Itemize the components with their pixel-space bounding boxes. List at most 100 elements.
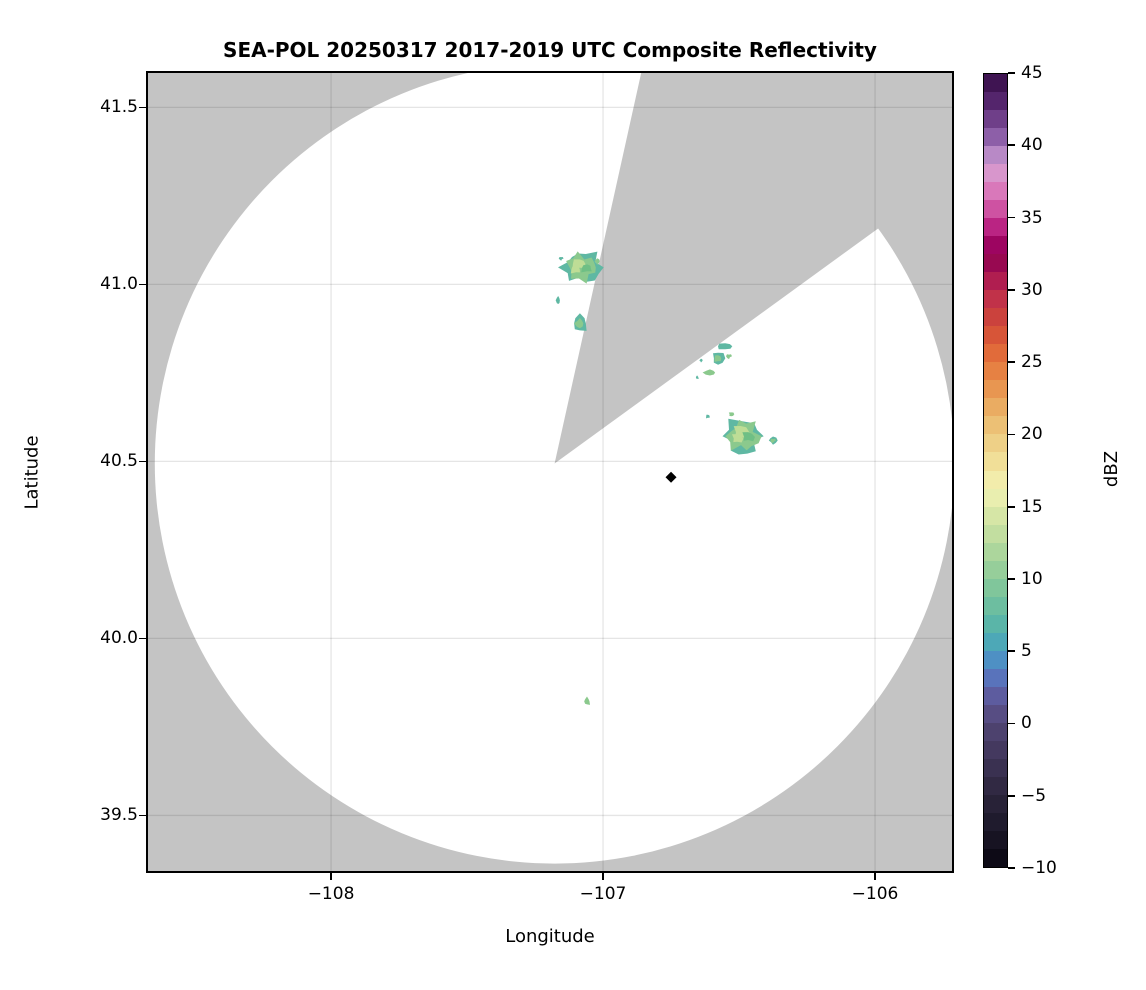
colorbar-tick-mark xyxy=(1008,722,1015,725)
colorbar-band xyxy=(984,452,1007,472)
colorbar-gradient xyxy=(984,74,1007,867)
colorbar-tick-mark xyxy=(1008,794,1015,797)
echo-region xyxy=(695,375,699,379)
colorbar-band xyxy=(984,488,1007,508)
colorbar-band xyxy=(984,236,1007,256)
colorbar-tick-label: −10 xyxy=(1021,858,1057,878)
colorbar-tick-label: 30 xyxy=(1021,279,1043,300)
colorbar-band xyxy=(984,290,1007,310)
colorbar-band xyxy=(984,632,1007,652)
colorbar-tick-mark xyxy=(1008,867,1015,869)
colorbar-tick-mark xyxy=(1008,144,1015,147)
colorbar-tick-label: 35 xyxy=(1021,207,1043,228)
x-tick-mark xyxy=(874,873,876,880)
colorbar-band xyxy=(984,524,1007,544)
colorbar-tick-mark xyxy=(1008,650,1015,653)
y-tick-label: 41.5 xyxy=(100,97,138,118)
x-tick-label: −108 xyxy=(307,884,355,904)
colorbar-tick-label: 45 xyxy=(1021,63,1043,83)
colorbar-tick-label: 0 xyxy=(1021,713,1032,734)
echo-region xyxy=(718,343,733,350)
colorbar-tick-mark xyxy=(1008,505,1015,508)
colorbar-band xyxy=(984,722,1007,743)
colorbar-tick-mark xyxy=(1008,72,1015,74)
blocked-sector-wedge xyxy=(554,73,952,464)
y-tick-mark xyxy=(139,637,146,640)
colorbar-band xyxy=(984,830,1007,851)
echo-region xyxy=(574,318,584,329)
echo-region xyxy=(699,358,703,363)
echo-region xyxy=(706,414,710,419)
colorbar-band xyxy=(984,758,1007,779)
y-tick-label: 39.5 xyxy=(100,805,138,826)
colorbar-band xyxy=(984,560,1007,580)
echo-region xyxy=(594,258,600,265)
echo-region xyxy=(558,257,564,261)
site-marker-diamond xyxy=(665,471,677,483)
colorbar-band xyxy=(984,92,1007,112)
echo-region xyxy=(734,449,748,454)
x-axis-label: Longitude xyxy=(505,926,595,947)
colorbar-band xyxy=(984,704,1007,724)
colorbar-band xyxy=(984,506,1007,526)
colorbar-band xyxy=(984,254,1007,274)
plot-area xyxy=(146,71,954,873)
y-tick-mark xyxy=(139,460,146,463)
y-axis-label: Latitude xyxy=(21,435,43,510)
x-tick-mark xyxy=(602,873,604,880)
echo-region xyxy=(728,412,735,417)
x-tick-label: −107 xyxy=(579,884,627,904)
colorbar-tick-mark xyxy=(1008,578,1015,580)
colorbar-band xyxy=(984,434,1007,454)
y-tick-mark xyxy=(139,106,146,109)
colorbar-band xyxy=(984,794,1007,815)
colorbar-band xyxy=(984,200,1007,220)
x-tick-mark xyxy=(330,873,332,880)
echo-region xyxy=(555,296,560,304)
y-tick-mark xyxy=(139,283,146,286)
colorbar-band xyxy=(984,812,1007,833)
colorbar-band xyxy=(984,668,1007,688)
colorbar-band xyxy=(984,578,1007,598)
echo-core xyxy=(732,434,744,443)
colorbar-label: dBZ xyxy=(1101,450,1122,488)
colorbar-band xyxy=(984,776,1007,797)
colorbar-band xyxy=(984,650,1007,670)
colorbar-tick-mark xyxy=(1008,289,1015,291)
echo-region xyxy=(702,369,716,376)
y-tick-label: 40.5 xyxy=(100,451,138,472)
colorbar-band xyxy=(984,848,1007,867)
colorbar-band xyxy=(984,128,1007,148)
colorbar-band xyxy=(984,470,1007,490)
y-tick-label: 40.0 xyxy=(100,628,138,649)
colorbar-band xyxy=(984,740,1007,761)
echo-core xyxy=(742,432,755,442)
colorbar-band xyxy=(984,110,1007,130)
colorbar-band xyxy=(984,218,1007,238)
plot-title: SEA-POL 20250317 2017-2019 UTC Composite… xyxy=(223,38,877,62)
colorbar-band xyxy=(984,416,1007,436)
colorbar-band xyxy=(984,398,1007,418)
colorbar-tick-label: −5 xyxy=(1021,785,1047,806)
colorbar-tick-mark xyxy=(1008,361,1015,363)
colorbar-band xyxy=(984,308,1007,328)
colorbar-band xyxy=(984,362,1007,382)
colorbar-band xyxy=(984,344,1007,364)
colorbar-band xyxy=(984,686,1007,706)
colorbar-band xyxy=(984,380,1007,400)
colorbar-band xyxy=(984,326,1007,346)
echo-region xyxy=(714,355,722,362)
colorbar-tick-label: 15 xyxy=(1021,496,1043,517)
y-tick-label: 41.0 xyxy=(100,274,138,295)
colorbar-band xyxy=(984,164,1007,184)
echo-core xyxy=(570,266,580,274)
colorbar-tick-label: 5 xyxy=(1021,641,1032,662)
echo-region xyxy=(726,354,732,360)
colorbar-tick-label: 20 xyxy=(1021,424,1043,445)
colorbar-tick-label: 40 xyxy=(1021,135,1043,156)
radar-composite-canvas xyxy=(148,73,952,871)
x-tick-label: −106 xyxy=(851,884,899,904)
colorbar xyxy=(983,73,1008,868)
colorbar-tick-mark xyxy=(1008,433,1015,436)
